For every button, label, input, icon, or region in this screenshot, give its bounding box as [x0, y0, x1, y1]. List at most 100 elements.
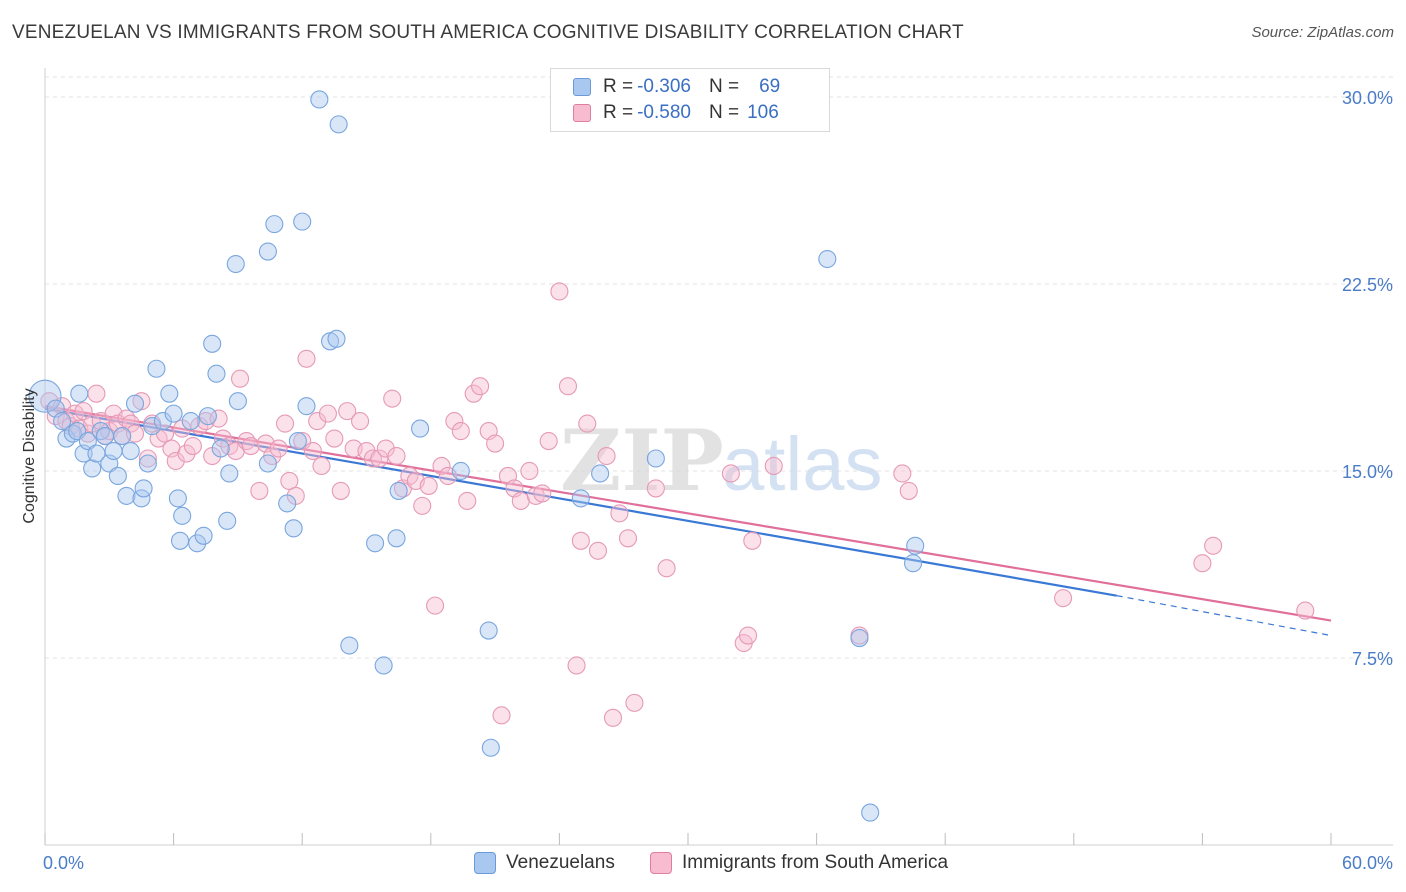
point-immigrants — [325, 429, 344, 448]
y-tick-label: 22.5% — [1342, 275, 1393, 295]
point-immigrants — [280, 471, 299, 490]
point-venezuelans — [265, 215, 284, 234]
point-venezuelans — [411, 419, 430, 438]
point-venezuelans — [28, 379, 62, 413]
point-immigrants — [74, 402, 93, 421]
point-immigrants — [657, 559, 676, 578]
point-immigrants — [558, 377, 578, 396]
point-venezuelans — [147, 359, 166, 378]
point-venezuelans — [389, 481, 408, 500]
point-immigrants — [603, 708, 623, 727]
point-venezuelans — [211, 439, 230, 458]
point-venezuelans — [121, 441, 140, 461]
trend-line-venezuelans-extrapolated — [1116, 595, 1332, 637]
point-venezuelans — [53, 412, 72, 431]
point-immigrants — [520, 461, 539, 481]
point-venezuelans — [278, 494, 297, 513]
point-immigrants — [383, 389, 402, 408]
point-immigrants — [276, 414, 295, 433]
legend-n-label: N = — [708, 76, 740, 97]
point-immigrants — [486, 434, 505, 453]
y-tick-label: 7.5% — [1352, 649, 1393, 669]
point-venezuelans — [138, 454, 157, 473]
point-venezuelans — [125, 394, 145, 413]
point-immigrants — [318, 404, 337, 423]
point-venezuelans — [374, 656, 393, 675]
series-legend-label: Immigrants from South America — [682, 852, 949, 873]
point-venezuelans — [284, 519, 303, 538]
point-venezuelans — [220, 464, 239, 483]
point-immigrants — [241, 436, 260, 456]
point-venezuelans — [310, 90, 329, 109]
point-venezuelans — [571, 489, 590, 508]
point-venezuelans — [297, 397, 316, 416]
point-venezuelans — [104, 441, 123, 461]
y-tick-label: 15.0% — [1342, 462, 1393, 482]
legend-r-value: -0.580 — [637, 102, 691, 123]
y-axis-label: Cognitive Disability — [21, 388, 38, 523]
series-legend-venezuelans[interactable]: Venezuelans — [474, 852, 615, 874]
point-immigrants — [363, 449, 382, 468]
point-immigrants — [177, 444, 196, 463]
point-immigrants — [471, 377, 490, 396]
point-venezuelans — [108, 466, 127, 486]
point-venezuelans — [78, 432, 97, 451]
source-label: Source: ZipAtlas.com — [1251, 24, 1394, 41]
point-immigrants — [567, 656, 586, 675]
point-immigrants — [432, 456, 451, 476]
point-immigrants — [1204, 536, 1223, 555]
point-immigrants — [610, 504, 629, 523]
point-venezuelans — [293, 212, 312, 231]
point-immigrants — [588, 541, 608, 560]
point-immigrants — [351, 412, 370, 431]
point-venezuelans — [198, 407, 217, 426]
trend-line-immigrants — [44, 405, 1332, 622]
point-venezuelans — [340, 636, 359, 655]
point-venezuelans — [903, 554, 923, 573]
point-venezuelans — [170, 531, 190, 550]
point-immigrants — [166, 451, 185, 471]
legend-row-venezuelans: R = -0.306 N = 69 — [573, 73, 780, 101]
y-tick-label: 30.0% — [1342, 88, 1393, 108]
point-venezuelans — [258, 242, 277, 261]
point-venezuelans — [646, 449, 665, 468]
point-venezuelans — [173, 506, 192, 525]
point-venezuelans — [181, 412, 200, 431]
legend-n-label: N = — [708, 102, 740, 123]
point-immigrants — [308, 412, 327, 431]
series-legend-immigrants[interactable]: Immigrants from South America — [650, 852, 948, 874]
point-immigrants — [87, 384, 106, 403]
point-immigrants — [331, 481, 350, 500]
point-venezuelans — [168, 489, 187, 508]
point-venezuelans — [861, 803, 880, 822]
point-immigrants — [297, 349, 316, 368]
point-immigrants — [419, 476, 438, 495]
point-immigrants — [445, 412, 464, 431]
point-venezuelans — [906, 536, 925, 555]
point-venezuelans — [481, 738, 500, 757]
point-immigrants — [533, 484, 552, 503]
point-immigrants — [618, 529, 638, 548]
point-immigrants — [426, 596, 445, 615]
point-immigrants — [550, 282, 569, 301]
legend-r-label: R = — [603, 76, 634, 97]
points-immigrants — [40, 282, 1315, 727]
point-immigrants — [464, 384, 483, 403]
legend-r-value: -0.306 — [637, 76, 691, 97]
point-immigrants — [1296, 601, 1315, 620]
grid-lines — [45, 76, 1393, 659]
watermark: ZIP atlas — [560, 411, 883, 510]
point-venezuelans — [95, 427, 115, 446]
points-venezuelans — [28, 90, 925, 822]
axis-labels: 7.5% 15.0% 22.5% 30.0% 0.0% 60.0% Cognitive Di… — [21, 88, 1393, 873]
point-immigrants — [303, 441, 322, 461]
point-venezuelans — [591, 464, 610, 483]
point-immigrants — [1193, 554, 1212, 573]
axes — [44, 68, 1393, 846]
point-immigrants — [578, 414, 597, 433]
point-venezuelans — [479, 621, 498, 640]
legend-row-immigrants: R = -0.580 N = 106 — [573, 99, 779, 127]
legend-swatch-blue — [573, 78, 591, 96]
point-immigrants — [458, 491, 477, 510]
point-venezuelans — [188, 534, 207, 553]
